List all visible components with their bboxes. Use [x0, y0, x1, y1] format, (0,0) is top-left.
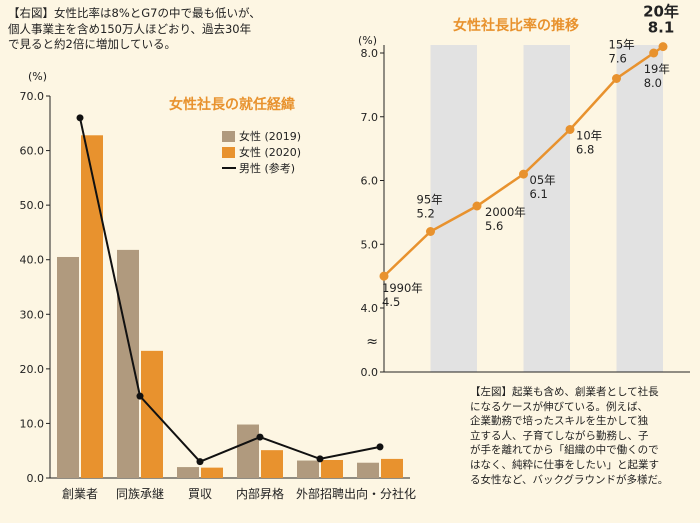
right-figure-note: 【右図】女性比率は8%とG7の中で最も低いが、 個人事業主を含め150万人ほどお… — [8, 6, 261, 51]
bar-2020 — [81, 135, 103, 478]
bar-2019 — [177, 467, 199, 478]
male-reference-line — [79, 117, 381, 463]
bar-category-label: 出向・分社化 — [344, 486, 416, 501]
bar-category-label: 創業者 — [62, 487, 98, 501]
bar-2020 — [261, 450, 283, 478]
legend-label: 女性 (2020) — [239, 145, 301, 159]
bar-2020 — [201, 467, 223, 478]
bar-y-tick-label: 0.0 — [27, 472, 45, 485]
bar-2020 — [141, 350, 163, 478]
legend-label: 男性 (参考) — [239, 161, 295, 175]
bar-2019 — [297, 460, 319, 478]
bar-y-tick-label: 10.0 — [20, 417, 45, 430]
bar-y-tick-label: 60.0 — [20, 145, 45, 158]
bar-2019 — [237, 424, 259, 478]
bar-category-label: 同族承継 — [116, 486, 164, 501]
bar-y-tick-label: 20.0 — [20, 363, 45, 376]
bar-2019 — [57, 256, 79, 478]
male-reference-point — [76, 114, 84, 122]
bar-y-tick-label: 50.0 — [20, 199, 45, 212]
bar-chart-unit: (%) — [28, 70, 47, 83]
bar-y-tick-label: 40.0 — [20, 254, 45, 267]
bar-y-tick-label: 30.0 — [20, 308, 45, 321]
bar-2020 — [321, 459, 343, 478]
bar-category-label: 買収 — [188, 487, 212, 501]
bar-2020 — [381, 458, 403, 478]
male-reference-point — [136, 392, 144, 400]
male-reference-point — [316, 455, 324, 463]
legend-label: 女性 (2019) — [239, 129, 301, 143]
male-reference-point — [376, 443, 384, 451]
legend-swatch-2020 — [222, 147, 235, 158]
bar-chart-title: 女性社長の就任経緯 — [169, 96, 295, 113]
bar-category-label: 内部昇格 — [236, 486, 284, 501]
male-reference-point — [256, 433, 264, 441]
bar-2019 — [117, 249, 139, 478]
bar-y-tick-label: 70.0 — [20, 90, 45, 103]
legend-swatch-2019 — [222, 131, 235, 142]
male-reference-point — [196, 458, 204, 466]
left-figure-note: 【左図】起業も含め、創業者として社長 になるケースが伸びている。例えば、 企業勤… — [470, 386, 669, 486]
bar-category-label: 外部招聘 — [296, 486, 344, 501]
bar-2019 — [357, 462, 379, 478]
